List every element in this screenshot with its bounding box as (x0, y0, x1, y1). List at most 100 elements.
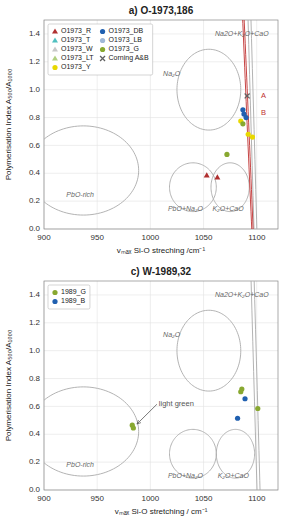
series (130, 386, 261, 430)
region-label: PbO-rich (66, 191, 94, 198)
legend: 1989_G1989_B (48, 285, 90, 309)
legend-marker (52, 28, 58, 33)
grid-line-x (150, 281, 151, 490)
y-tick-label: 0.8 (29, 113, 41, 122)
x-tick-label: 1100 (248, 494, 266, 503)
chart-svg: 900 950 1000 1050 1100 0.0 0.2 0.4 0.6 0.8 1.0 1.2 1… (0, 0, 288, 522)
x-tick-label: 1000 (141, 233, 159, 242)
y-axis-label: Polymerisation Index A₅₀₀/A₁₀₀₀ (4, 330, 13, 441)
region-label: Na2O+K₂O+CaO (215, 291, 269, 298)
x-tick-label: 1050 (195, 233, 213, 242)
legend-label: O1973_T (61, 36, 91, 44)
grid-line-y (44, 322, 278, 323)
title: a) O-1973,186 (129, 5, 194, 16)
point (246, 132, 251, 137)
x-axis-label: vₘₐₓ Si-O stretching / cm⁻¹ (115, 507, 208, 516)
panel: 900 950 1000 1050 1100 0.0 0.2 0.4 0.6 0.8 1.0 1.2 1… (4, 0, 278, 522)
legend: O1973_RO1973_TO1973_WO1973_LTO1973_YO197… (48, 24, 153, 75)
region-label: PbO+Na₂O (168, 205, 204, 212)
y-tick-label: 0.6 (29, 141, 41, 150)
y-tick-label: 0.4 (29, 429, 41, 438)
x-tick-label: 1100 (248, 233, 266, 242)
grid-line-y (44, 173, 278, 174)
annotation-arrow (137, 404, 157, 424)
region-label: Na₂O (163, 70, 181, 77)
y-tick-label: 1.0 (29, 85, 41, 94)
legend-label: 1989_G (61, 288, 86, 296)
y-axis-label: Polymerisation Index A₅₀₀/A₁₀₀₀ (4, 69, 13, 180)
point (245, 93, 250, 98)
point (240, 121, 245, 126)
y-tick-label: 0.6 (29, 402, 41, 411)
x-tick-label: 900 (37, 494, 51, 503)
region-ellipse (44, 126, 139, 215)
region-ellipse (44, 387, 139, 476)
x-tick-label: 900 (37, 233, 51, 242)
grid-line-x (203, 281, 204, 490)
y-tick-label: 0.2 (29, 196, 41, 205)
legend-marker (100, 29, 105, 34)
legend-label: O1973_LB (109, 36, 143, 44)
region-ellipse (177, 49, 241, 130)
legend-marker (100, 47, 105, 52)
x-axis-label: vₘₐₓ Si-O streching /cm⁻¹ (117, 246, 206, 255)
point (214, 174, 220, 179)
series (238, 118, 255, 139)
point (235, 416, 240, 421)
grid-line-y (44, 117, 278, 118)
region-ellipse (170, 429, 217, 478)
annotation: light green (159, 399, 194, 408)
plot-frame (44, 281, 278, 490)
legend-frame (48, 24, 153, 75)
series (204, 172, 221, 179)
point (204, 172, 210, 177)
region-label: Na₂O (163, 331, 181, 338)
plot-area (44, 281, 271, 490)
region-ellipse (238, 20, 257, 229)
legend-label: O1973_W (61, 45, 93, 53)
grid-line-y (44, 350, 278, 351)
region-ellipse (177, 310, 241, 391)
region-label: K₂O+CaO (218, 472, 250, 479)
panel: 900 950 1000 1050 1100 0.0 0.2 0.4 0.6 0.8 1.0 1.2 1… (4, 0, 278, 522)
legend-marker (52, 65, 57, 70)
series (245, 93, 250, 98)
region-label: Na2O+K₂O+CaO (215, 30, 269, 37)
point (250, 134, 255, 139)
y-tick-label: 1.4 (29, 29, 41, 38)
y-tick-label: 1.2 (29, 318, 41, 327)
region-label: PbO-rich (66, 461, 94, 468)
legend-label: 1989_B (61, 297, 85, 305)
legend-marker (52, 46, 58, 51)
y-tick-label: 1.0 (29, 346, 41, 355)
grid-line-y (44, 89, 278, 90)
grid-line-y (44, 201, 278, 202)
x-tick-label: 950 (91, 233, 105, 242)
x-tick-label: 1050 (195, 494, 213, 503)
y-tick-label: 0.0 (29, 485, 41, 494)
legend-label: O1973_G (109, 45, 139, 53)
grid (44, 20, 278, 229)
y-tick-label: 0.2 (29, 457, 41, 466)
region-ellipse (216, 429, 254, 478)
x-tick-label: 950 (91, 494, 105, 503)
plot-frame (44, 20, 278, 229)
grid-line-y (44, 378, 278, 379)
title: c) W-1989,32 (131, 266, 192, 277)
legend-frame (48, 285, 90, 309)
grid-line-x (97, 281, 98, 490)
legend-label: O1973_R (61, 27, 91, 35)
series (235, 396, 248, 421)
grid-line-y (44, 434, 278, 435)
grid (44, 281, 278, 490)
point (242, 396, 247, 401)
plot-area (44, 20, 268, 229)
legend-marker (52, 290, 57, 295)
legend-marker (52, 299, 57, 304)
point (224, 152, 229, 157)
y-tick-label: 0.8 (29, 374, 41, 383)
point (239, 386, 244, 391)
legend-marker (100, 56, 105, 61)
y-tick-label: 0.4 (29, 168, 41, 177)
series (224, 121, 245, 157)
